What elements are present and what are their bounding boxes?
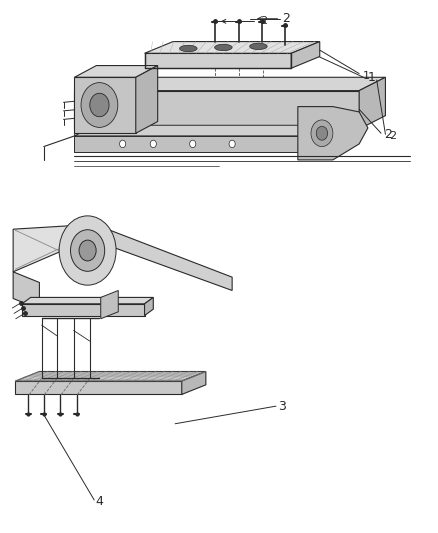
Circle shape [90, 93, 109, 117]
Polygon shape [298, 107, 368, 160]
Polygon shape [74, 136, 307, 152]
Ellipse shape [215, 44, 232, 51]
Polygon shape [107, 229, 232, 290]
Circle shape [79, 240, 96, 261]
Polygon shape [74, 91, 359, 129]
Circle shape [71, 230, 105, 271]
Polygon shape [74, 77, 385, 91]
Circle shape [120, 140, 126, 148]
Polygon shape [359, 77, 385, 129]
Polygon shape [74, 125, 328, 136]
Polygon shape [291, 42, 320, 68]
Ellipse shape [250, 43, 267, 50]
Polygon shape [136, 66, 158, 133]
Text: 2: 2 [385, 128, 392, 141]
Text: 1: 1 [368, 71, 376, 84]
Text: 2: 2 [389, 132, 396, 141]
Circle shape [316, 126, 328, 140]
Polygon shape [74, 66, 158, 77]
Polygon shape [101, 290, 118, 319]
Circle shape [59, 216, 116, 285]
Text: 2: 2 [261, 17, 268, 26]
Text: 1: 1 [363, 71, 370, 80]
Circle shape [229, 140, 235, 148]
Text: 4: 4 [95, 495, 103, 507]
Polygon shape [74, 77, 136, 133]
Polygon shape [13, 224, 101, 272]
Polygon shape [22, 304, 145, 316]
Polygon shape [15, 381, 182, 394]
Polygon shape [145, 53, 291, 68]
Polygon shape [15, 372, 206, 381]
Polygon shape [74, 129, 359, 135]
Text: 2: 2 [283, 12, 290, 25]
Circle shape [311, 120, 333, 147]
Polygon shape [22, 297, 153, 304]
Polygon shape [13, 272, 39, 309]
Circle shape [190, 140, 196, 148]
Polygon shape [145, 42, 320, 53]
Circle shape [81, 83, 118, 127]
Polygon shape [182, 372, 206, 394]
Circle shape [150, 140, 156, 148]
Ellipse shape [180, 45, 197, 52]
Text: 3: 3 [278, 400, 286, 413]
Polygon shape [145, 297, 153, 316]
